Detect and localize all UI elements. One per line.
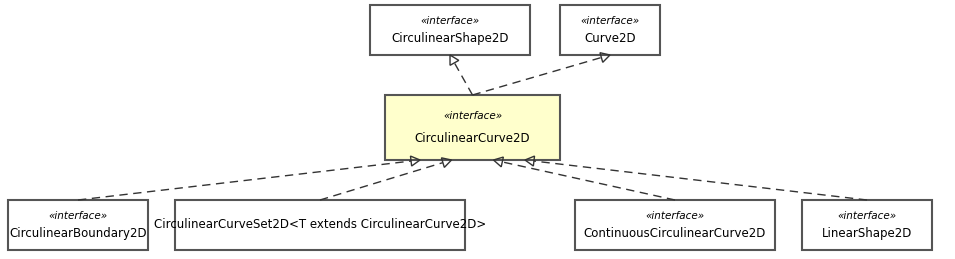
Text: CirculinearCurve2D: CirculinearCurve2D <box>414 132 530 145</box>
Text: ContinuousCirculinearCurve2D: ContinuousCirculinearCurve2D <box>584 227 766 240</box>
Text: «interface»: «interface» <box>49 211 108 221</box>
Text: LinearShape2D: LinearShape2D <box>822 227 912 240</box>
Text: «interface»: «interface» <box>443 111 502 121</box>
Text: «interface»: «interface» <box>646 211 705 221</box>
Bar <box>575 200 775 250</box>
Text: CirculinearBoundary2D: CirculinearBoundary2D <box>10 227 147 240</box>
Bar <box>560 5 660 55</box>
Bar <box>802 200 932 250</box>
Bar <box>175 200 465 250</box>
Text: Curve2D: Curve2D <box>584 32 636 45</box>
Text: CirculinearCurveSet2D<T extends CirculinearCurve2D>: CirculinearCurveSet2D<T extends Circulin… <box>154 219 486 232</box>
Bar <box>8 200 148 250</box>
Bar <box>385 95 560 160</box>
Bar <box>370 5 530 55</box>
Text: «interface»: «interface» <box>581 16 640 26</box>
Text: «interface»: «interface» <box>420 16 479 26</box>
Text: «interface»: «interface» <box>838 211 897 221</box>
Text: CirculinearShape2D: CirculinearShape2D <box>392 32 509 45</box>
